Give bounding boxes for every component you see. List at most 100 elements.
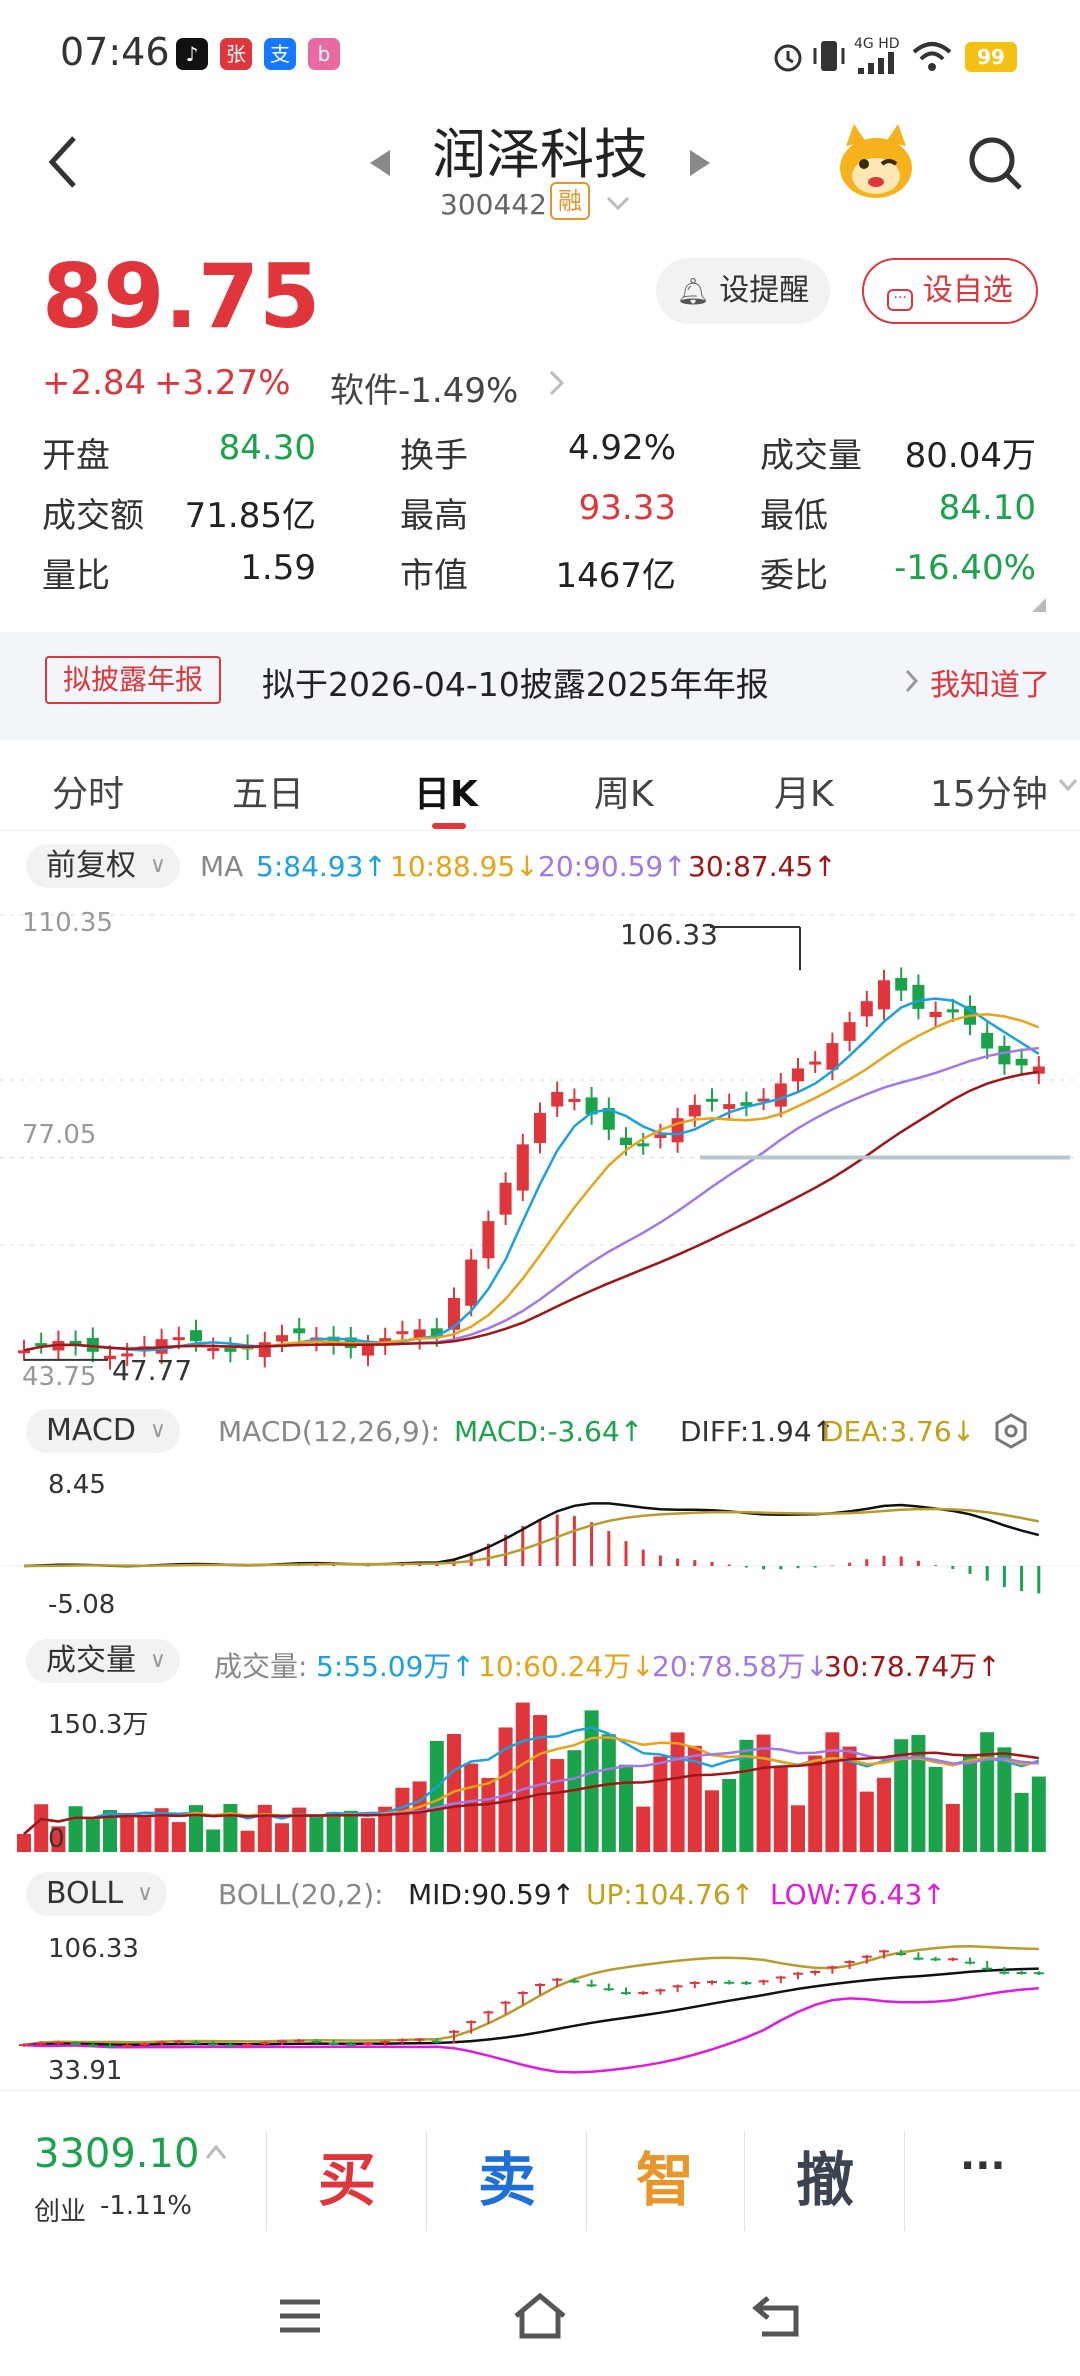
boll-low-value: LOW:76.43↑ [770, 1878, 946, 1911]
candle-body [929, 1011, 942, 1018]
volume-bar [619, 1764, 633, 1852]
more-button[interactable]: ··· [960, 2143, 1006, 2189]
chart-period-tabs: 分时 五日 日K 周K 月K 15分钟 [0, 745, 1080, 835]
volume-bar [361, 1818, 375, 1852]
candle-body [516, 1144, 529, 1191]
mascot-icon[interactable] [836, 120, 916, 204]
candle-body [396, 1331, 409, 1335]
candle-body [723, 1104, 736, 1109]
home-icon[interactable] [510, 2290, 570, 2342]
vol5-value: 5:55.09万↑ [316, 1650, 475, 1683]
prev-stock-icon[interactable] [368, 148, 392, 178]
volume-bar [1031, 1776, 1046, 1852]
tab-weekly-k[interactable]: 周K [594, 774, 654, 815]
volume-bar [773, 1765, 788, 1852]
ma-line [23, 1046, 1039, 1352]
chevron-down-icon: ∨ [149, 853, 166, 878]
volume-bar [85, 1819, 100, 1852]
sell-button[interactable]: 卖 [478, 2146, 537, 2214]
settings-icon[interactable] [994, 1413, 1028, 1449]
volume-bar [636, 1806, 651, 1852]
candle-body [895, 977, 908, 991]
add-favorite-button[interactable]: ··· 设自选 [862, 258, 1038, 324]
smart-button[interactable]: 智 [636, 2146, 695, 2214]
next-stock-icon[interactable] [688, 148, 712, 178]
volume-bar [309, 1816, 324, 1852]
volume-bar [189, 1805, 203, 1852]
search-icon[interactable] [966, 134, 1026, 194]
margin-badge: 融 [550, 182, 590, 220]
candle-body [878, 980, 890, 1010]
kline-chart[interactable] [0, 895, 1080, 1400]
chevron-down-icon: ∨ [137, 1881, 154, 1906]
stock-header: 润泽科技 300442 融 [0, 110, 1080, 250]
quote-label: 最低 [760, 496, 828, 536]
divider [426, 2131, 427, 2231]
ma10-value: 10:88.95↓ [390, 850, 539, 883]
vol30-value: 30:78.74万↑ [824, 1650, 1001, 1683]
volume-bar [120, 1813, 135, 1852]
divider [904, 2131, 905, 2231]
vol10-value: 10:60.24万↓ [478, 1650, 655, 1683]
set-alert-label: 设提醒 [719, 273, 810, 308]
dismiss-notice-button[interactable]: 我知道了 [930, 668, 1050, 703]
volume-chart[interactable] [0, 1690, 1080, 1860]
announcement-bar[interactable]: 拟披露年报 拟于2026-04-10披露2025年年报 我知道了 [0, 632, 1080, 740]
boll-selector[interactable]: BOLL ∨ [26, 1872, 168, 1916]
sector-change[interactable]: 软件-1.49% [330, 371, 519, 411]
kline-axis-mid: 77.05 [22, 1120, 97, 1150]
set-alert-button[interactable]: 🔔︎ 设提醒 [656, 258, 830, 324]
volume-bar [137, 1815, 152, 1852]
back-nav-icon[interactable] [752, 2294, 804, 2338]
adjust-selector[interactable]: 前复权 ∨ [26, 844, 180, 888]
quote-value: -16.40% [894, 548, 1036, 588]
macd-selector[interactable]: MACD ∨ [26, 1409, 180, 1453]
ma-line [23, 1013, 1040, 1352]
candle-body [620, 1137, 632, 1146]
candle-body [276, 1335, 288, 1342]
tab-daily-k[interactable]: 日K [414, 774, 478, 815]
volume-bar [171, 1822, 186, 1852]
boll-indicator-row: BOLL ∨ BOLL(20,2): MID:90.59↑ UP:104.76↑ … [0, 1866, 1080, 1920]
kline-indicator-row: 前复权 ∨ MA 5:84.93↑ 10:88.95↓ 20:90.59↑ 30:… [0, 838, 1080, 892]
chevron-right-icon[interactable] [548, 368, 566, 398]
volume-bar [963, 1754, 977, 1852]
add-favorite-label: 设自选 [922, 273, 1013, 308]
tab-15min[interactable]: 15分钟 [930, 774, 1048, 815]
volume-bar [51, 1826, 66, 1852]
cancel-order-button[interactable]: 撤 [796, 2146, 855, 2214]
quote-label: 换手 [400, 436, 468, 476]
candle-body [740, 1102, 753, 1106]
adjust-label: 前复权 [46, 848, 136, 883]
boll-chart[interactable] [0, 1922, 1080, 2090]
tab-monthly-k[interactable]: 月K [774, 774, 834, 815]
chevron-down-icon[interactable] [1058, 777, 1078, 793]
candle-body [224, 1347, 237, 1352]
chevron-up-icon[interactable] [204, 2143, 228, 2161]
dea-line [23, 1507, 1040, 1568]
expand-corner-icon[interactable] [1030, 596, 1048, 614]
tab-intraday[interactable]: 分时 [52, 774, 125, 815]
chevron-right-icon [905, 669, 919, 693]
quote-value: 84.30 [218, 428, 316, 468]
candle-body [413, 1329, 426, 1339]
ma30-value: 30:87.45↑ [688, 850, 837, 883]
volume-selector[interactable]: 成交量 ∨ [26, 1639, 180, 1683]
index-value[interactable]: 3309.10 [34, 2131, 200, 2177]
diff-line [23, 1502, 1040, 1568]
back-icon[interactable] [44, 132, 84, 192]
tab-five-day[interactable]: 五日 [232, 774, 305, 815]
buy-button[interactable]: 买 [318, 2146, 377, 2214]
candle-body [654, 1134, 667, 1139]
kline-low-label: 47.77 [112, 1354, 193, 1387]
volume-bar [1014, 1792, 1029, 1852]
candle-body [1015, 1058, 1028, 1066]
ma20-value: 20:90.59↑ [538, 850, 687, 883]
system-nav-bar [0, 2260, 1080, 2376]
menu-icon[interactable] [276, 2296, 324, 2336]
macd-chart[interactable] [0, 1458, 1080, 1628]
chevron-down-icon[interactable] [606, 194, 630, 214]
candle-body [207, 1348, 220, 1352]
candle-body [18, 1350, 30, 1354]
volume-bar [378, 1806, 393, 1852]
